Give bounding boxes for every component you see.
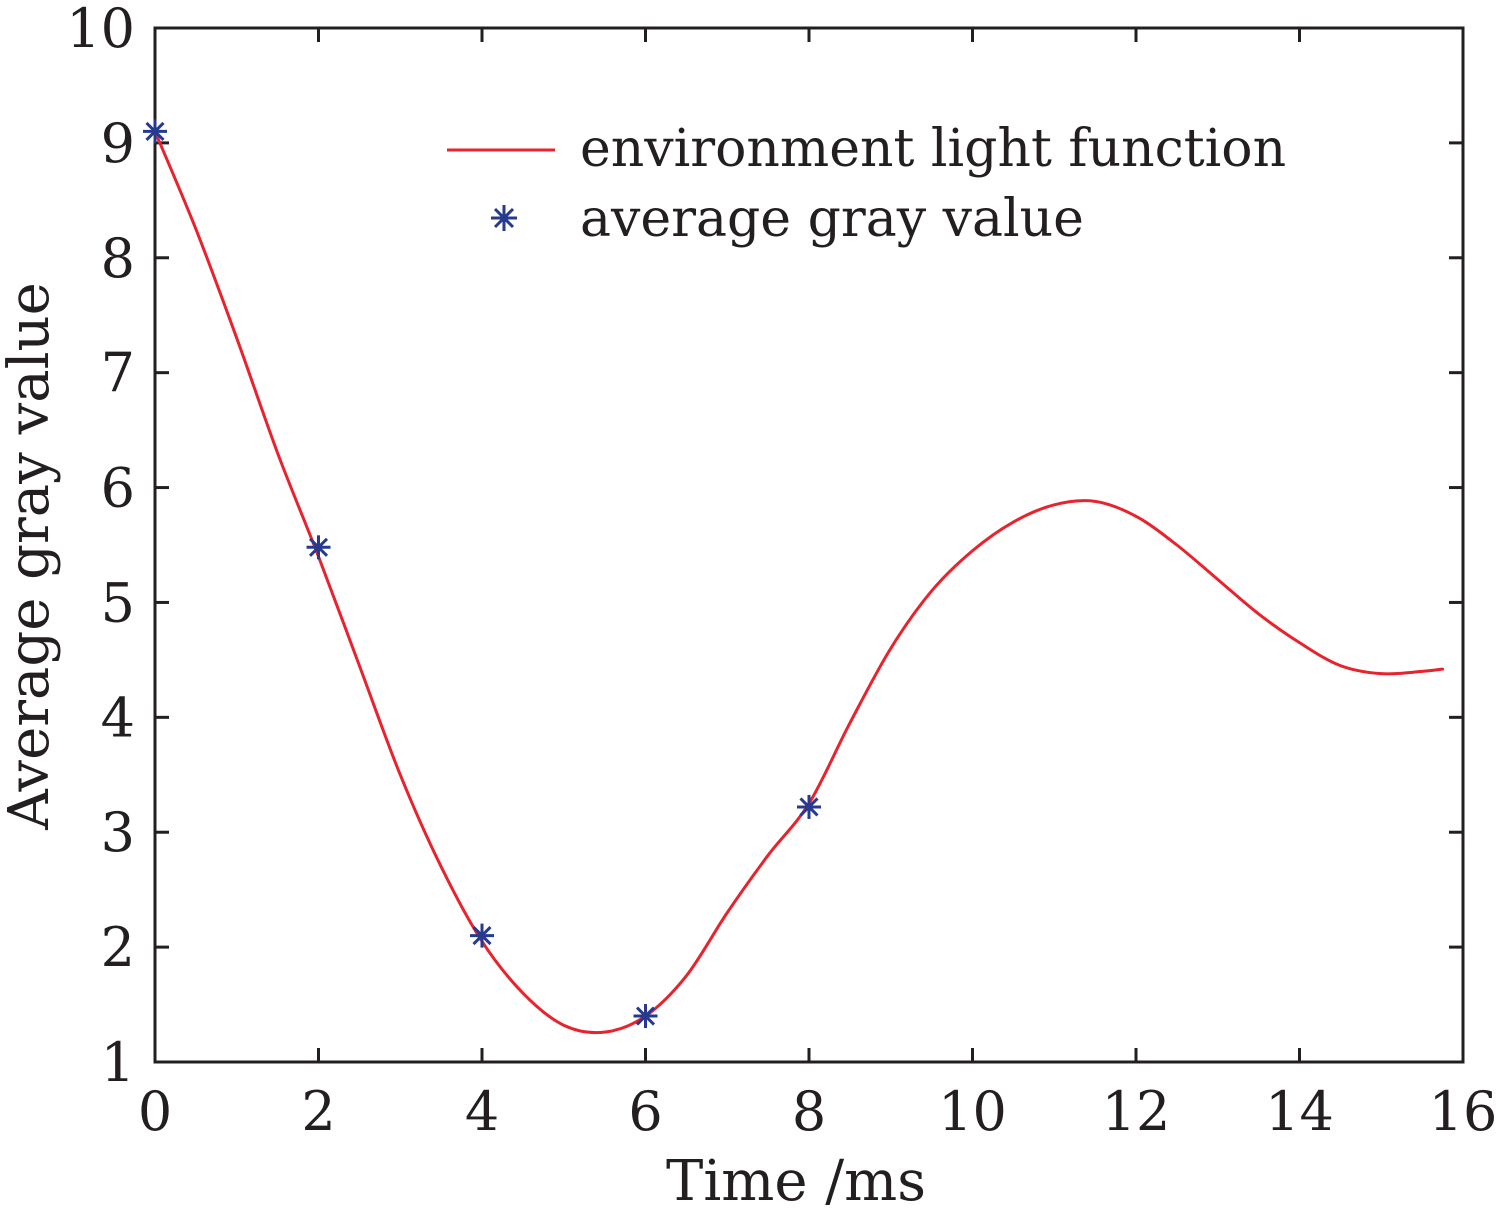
legend-marker-swatch [491,205,517,231]
x-tick-label: 2 [301,1080,335,1143]
y-tick-label: 2 [101,916,135,979]
x-tick-label: 14 [1265,1080,1334,1143]
y-tick-label: 7 [101,342,135,405]
x-tick-label: 16 [1429,1080,1496,1143]
y-tick-label: 3 [101,801,135,864]
y-tick-label: 4 [101,686,135,749]
plot-area [153,26,1465,1064]
data-point-average-gray-value [797,794,821,819]
data-point-average-gray-value [306,535,331,560]
y-tick-label: 1 [101,1031,135,1094]
x-tick-label: 6 [628,1080,662,1143]
x-tick-label: 0 [138,1080,172,1143]
x-axis-title: Time /ms [666,1149,926,1208]
y-tick-label: 5 [101,571,135,634]
data-point-average-gray-value [143,119,167,144]
x-tick-label: 12 [1102,1080,1171,1143]
legend-label-line: environment light function [580,119,1286,179]
y-tick-label: 6 [101,457,135,520]
y-axis-title: Average gray value [0,282,62,830]
legend: environment light function average gray … [447,119,1286,249]
axis-ticks [153,26,1465,1064]
x-tick-label: 4 [465,1080,499,1143]
data-point-average-gray-value [633,1004,658,1029]
legend-label-markers: average gray value [580,189,1084,249]
x-tick-label: 8 [792,1080,826,1143]
y-tick-label: 9 [101,112,135,175]
series-line-environment-light-function [153,129,1445,1035]
y-tick-label: 8 [101,227,135,290]
y-tick-label: 10 [66,0,135,60]
data-point-average-gray-value [470,923,494,948]
x-tick-label: 10 [938,1080,1007,1143]
series-layer [143,119,1445,1035]
plot-frame [153,26,1465,1064]
